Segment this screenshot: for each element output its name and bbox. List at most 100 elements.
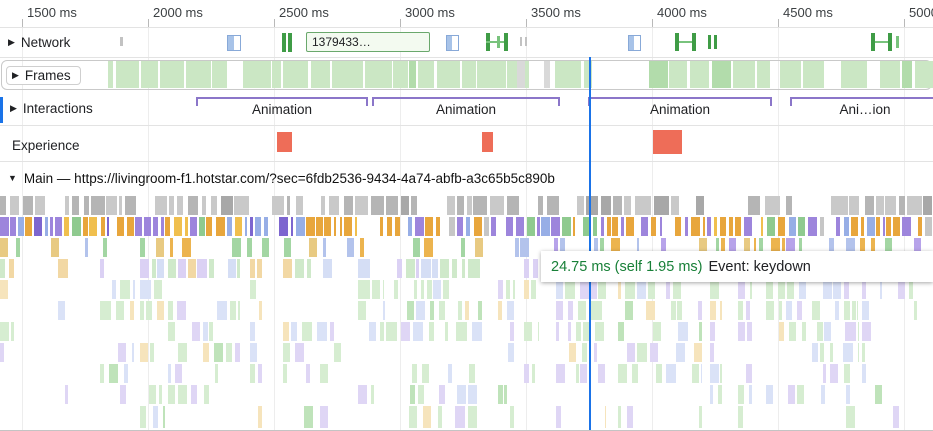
frame-segment[interactable] — [332, 61, 363, 88]
flame-bar — [301, 322, 312, 341]
flame-bar — [257, 406, 262, 428]
interaction-span[interactable]: Ani…ion — [790, 97, 933, 123]
network-request[interactable] — [692, 33, 696, 51]
frame-segment[interactable] — [408, 61, 416, 88]
network-request[interactable] — [629, 36, 634, 50]
frame-segment[interactable] — [365, 61, 392, 88]
frame-segment[interactable] — [116, 61, 140, 88]
frame-segment[interactable] — [242, 61, 271, 88]
flame-bar — [176, 196, 184, 215]
network-request[interactable] — [228, 36, 234, 50]
flame-bar — [560, 238, 565, 257]
network-request[interactable] — [504, 33, 508, 51]
flame-bar — [184, 217, 189, 236]
frame-segment[interactable] — [108, 61, 114, 88]
flame-bar — [272, 196, 285, 215]
frames-track-toggle[interactable]: ▶ Frames — [6, 66, 81, 85]
flame-bar — [58, 259, 68, 278]
flame-bar — [562, 217, 571, 236]
flame-bar — [670, 301, 677, 320]
flame-bar — [133, 280, 135, 299]
network-track-toggle[interactable]: ▶ Network — [8, 35, 70, 50]
interaction-span[interactable]: Animation — [196, 97, 368, 123]
timeline-ruler[interactable]: 1500 ms 2000 ms 2500 ms 3000 ms 3500 ms 4000 … — [0, 0, 933, 28]
flame-bar — [83, 196, 90, 215]
frame-segment[interactable] — [880, 61, 901, 88]
flame-chart[interactable] — [0, 193, 933, 430]
frame-segment[interactable] — [583, 61, 592, 88]
network-request[interactable] — [525, 37, 527, 46]
flame-bar — [575, 364, 579, 383]
network-request[interactable] — [888, 33, 892, 51]
network-request[interactable] — [708, 35, 711, 49]
flame-bar — [738, 406, 743, 428]
flame-bar — [652, 322, 661, 341]
frame-segment[interactable] — [212, 61, 227, 88]
flame-bar — [845, 406, 855, 428]
frame-segment[interactable] — [283, 61, 308, 88]
frame-segment[interactable] — [436, 61, 460, 88]
interaction-span[interactable]: Animation — [588, 97, 772, 123]
frame-segment[interactable] — [271, 61, 281, 88]
layout-shift-marker[interactable] — [482, 132, 493, 152]
frame-segment[interactable] — [803, 61, 824, 88]
layout-shift-marker[interactable] — [653, 130, 682, 154]
flame-bar — [917, 217, 922, 236]
flame-bar — [618, 364, 628, 383]
network-request-labeled[interactable]: 1379433… — [306, 32, 430, 52]
network-request[interactable] — [520, 37, 522, 46]
frame-segment[interactable] — [477, 61, 506, 88]
frame-segment[interactable] — [393, 61, 408, 88]
flame-bar — [334, 343, 341, 362]
network-request[interactable] — [679, 41, 692, 43]
flame-bar — [140, 301, 145, 320]
flame-bar — [509, 322, 514, 341]
main-track-header[interactable]: ▼ Main — https://livingroom-f1.hotstar.c… — [0, 163, 933, 193]
interactions-track[interactable] — [0, 93, 933, 126]
frame-segment[interactable] — [668, 61, 688, 88]
frame-segment[interactable] — [689, 61, 709, 88]
frame-segment[interactable] — [185, 61, 211, 88]
frame-segment[interactable] — [554, 61, 582, 88]
network-request[interactable] — [675, 33, 679, 51]
frame-segment[interactable] — [648, 61, 668, 88]
flame-bar — [541, 217, 551, 236]
dropped-frame-segment[interactable] — [517, 61, 525, 88]
frame-segment[interactable] — [733, 61, 755, 88]
frame-segment[interactable] — [901, 61, 913, 88]
network-request[interactable] — [896, 36, 899, 48]
flame-bar — [414, 280, 418, 299]
flame-bar — [862, 343, 866, 362]
frame-segment[interactable] — [310, 61, 331, 88]
frame-segment[interactable] — [757, 61, 771, 88]
network-request[interactable] — [120, 37, 123, 46]
frame-segment[interactable] — [779, 61, 801, 88]
flame-bar — [532, 364, 536, 383]
network-request[interactable] — [282, 33, 286, 52]
frame-segment[interactable] — [160, 61, 185, 88]
flame-bar — [0, 259, 5, 278]
grid-line — [148, 0, 149, 430]
playhead-line[interactable] — [589, 57, 591, 430]
interactions-track-toggle[interactable]: ▶ Interactions — [10, 101, 93, 116]
network-request[interactable] — [871, 33, 875, 51]
layout-shift-marker[interactable] — [277, 132, 292, 152]
frame-segment[interactable] — [711, 61, 732, 88]
network-request[interactable] — [288, 33, 292, 52]
frame-segment[interactable] — [417, 61, 434, 88]
frame-segment[interactable] — [915, 61, 933, 88]
network-request[interactable] — [497, 36, 500, 48]
experience-track[interactable] — [0, 126, 933, 162]
network-request[interactable] — [447, 36, 452, 50]
network-request[interactable] — [714, 35, 717, 49]
interaction-span[interactable]: Animation — [372, 97, 560, 123]
frame-segment[interactable] — [141, 61, 159, 88]
flame-bar — [433, 280, 441, 299]
ruler-label: 4500 ms — [783, 5, 833, 20]
dropped-frame-segment[interactable] — [544, 61, 550, 88]
network-request[interactable] — [875, 41, 888, 43]
frame-segment[interactable] — [841, 61, 868, 88]
flame-bar — [422, 364, 430, 383]
network-track[interactable] — [0, 28, 933, 58]
frame-segment[interactable] — [461, 61, 476, 88]
